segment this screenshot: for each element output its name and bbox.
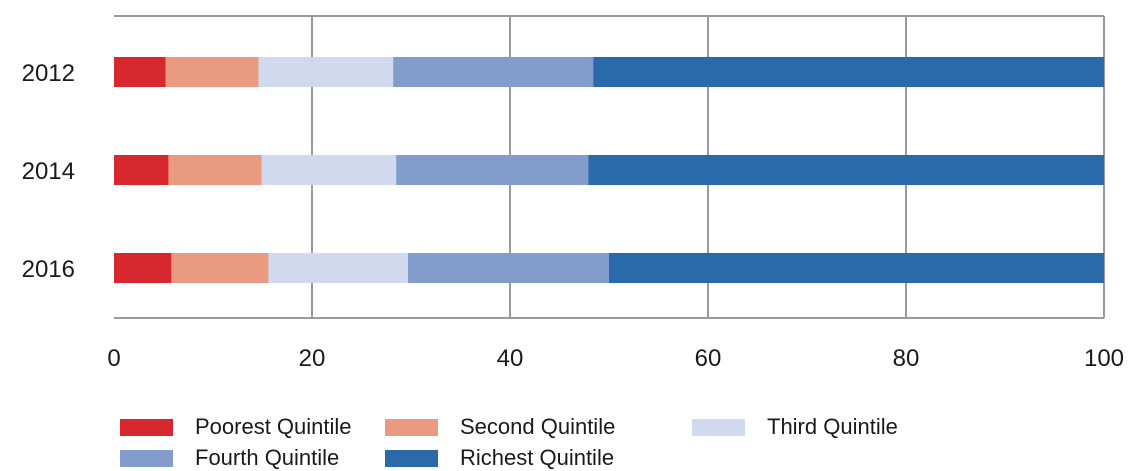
category-label-2016: 2016 [22,256,75,283]
legend-swatch [385,449,438,467]
bar-2014-series-5 [588,155,1104,185]
bar-2012-series-4 [393,57,594,87]
stacked-bar-chart: 2012 2014 2016 0 20 40 60 80 100 [22,15,1124,372]
legend-label: Fourth Quintile [195,445,340,470]
category-labels: 2012 2014 2016 [22,60,75,283]
x-tick-label-60: 60 [695,345,722,372]
legend-item-3: Third Quintile [692,414,898,440]
legend-swatch [385,418,438,436]
bar-2014-series-1 [114,155,169,185]
category-label-2012: 2012 [22,60,75,87]
legend-label: Richest Quintile [460,445,615,470]
bar-2014-series-3 [261,155,397,185]
x-tick-label-100: 100 [1084,345,1124,372]
bar-2012-series-5 [593,57,1104,87]
legend-item-5: Richest Quintile [385,445,614,471]
bar-2016-series-5 [609,253,1104,283]
legend-swatch [120,418,173,436]
category-label-2014: 2014 [22,158,75,185]
legend-item-2: Second Quintile [385,414,615,440]
bar-2014-series-2 [168,155,262,185]
bar-2014-series-4 [396,155,589,185]
legend-swatch [120,449,173,467]
bar-2016-series-4 [408,253,609,283]
legend-item-1: Poorest Quintile [120,414,352,440]
bar-2016-series-2 [171,253,269,283]
legend-label: Third Quintile [767,414,898,439]
x-tick-label-40: 40 [497,345,524,372]
bar-2012-series-3 [258,57,394,87]
legend-label: Poorest Quintile [195,414,352,439]
legend-label: Second Quintile [460,414,616,439]
legend-item-4: Fourth Quintile [120,445,339,471]
legend-swatch [692,418,745,436]
x-tick-labels: 0 20 40 60 80 100 [107,345,1124,372]
bar-2016-series-1 [114,253,172,283]
x-tick-label-80: 80 [893,345,920,372]
bar-2012-series-2 [165,57,259,87]
bars [114,57,1104,283]
x-tick-label-0: 0 [107,345,120,372]
x-tick-label-20: 20 [299,345,326,372]
bar-2016-series-3 [268,253,409,283]
bar-2012-series-1 [114,57,166,87]
